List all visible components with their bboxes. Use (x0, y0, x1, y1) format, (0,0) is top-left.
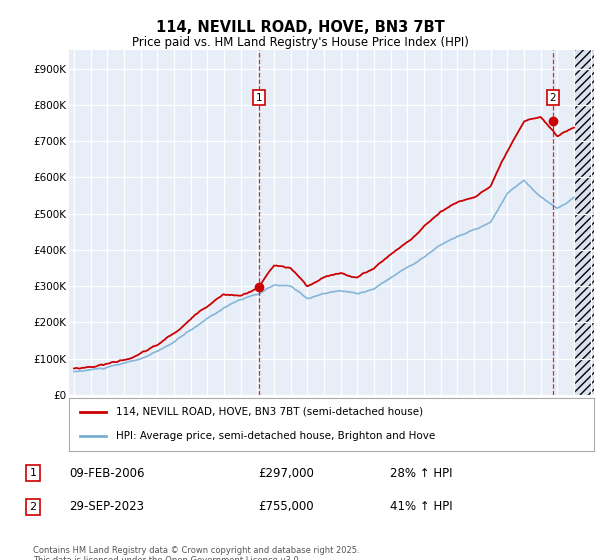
Text: 29-SEP-2023: 29-SEP-2023 (69, 500, 144, 514)
Text: 09-FEB-2006: 09-FEB-2006 (69, 466, 145, 480)
Text: 114, NEVILL ROAD, HOVE, BN3 7BT (semi-detached house): 114, NEVILL ROAD, HOVE, BN3 7BT (semi-de… (116, 407, 424, 417)
Text: £297,000: £297,000 (258, 466, 314, 480)
Text: 1: 1 (256, 92, 262, 102)
Text: 2: 2 (550, 92, 556, 102)
Text: 1: 1 (29, 468, 37, 478)
Text: HPI: Average price, semi-detached house, Brighton and Hove: HPI: Average price, semi-detached house,… (116, 431, 436, 441)
Text: 2: 2 (29, 502, 37, 512)
Text: 41% ↑ HPI: 41% ↑ HPI (390, 500, 452, 514)
Bar (574, 50, 599, 395)
Text: 114, NEVILL ROAD, HOVE, BN3 7BT: 114, NEVILL ROAD, HOVE, BN3 7BT (155, 20, 445, 35)
Text: £755,000: £755,000 (258, 500, 314, 514)
Text: Price paid vs. HM Land Registry's House Price Index (HPI): Price paid vs. HM Land Registry's House … (131, 36, 469, 49)
Text: 28% ↑ HPI: 28% ↑ HPI (390, 466, 452, 480)
Text: Contains HM Land Registry data © Crown copyright and database right 2025.
This d: Contains HM Land Registry data © Crown c… (33, 546, 359, 560)
